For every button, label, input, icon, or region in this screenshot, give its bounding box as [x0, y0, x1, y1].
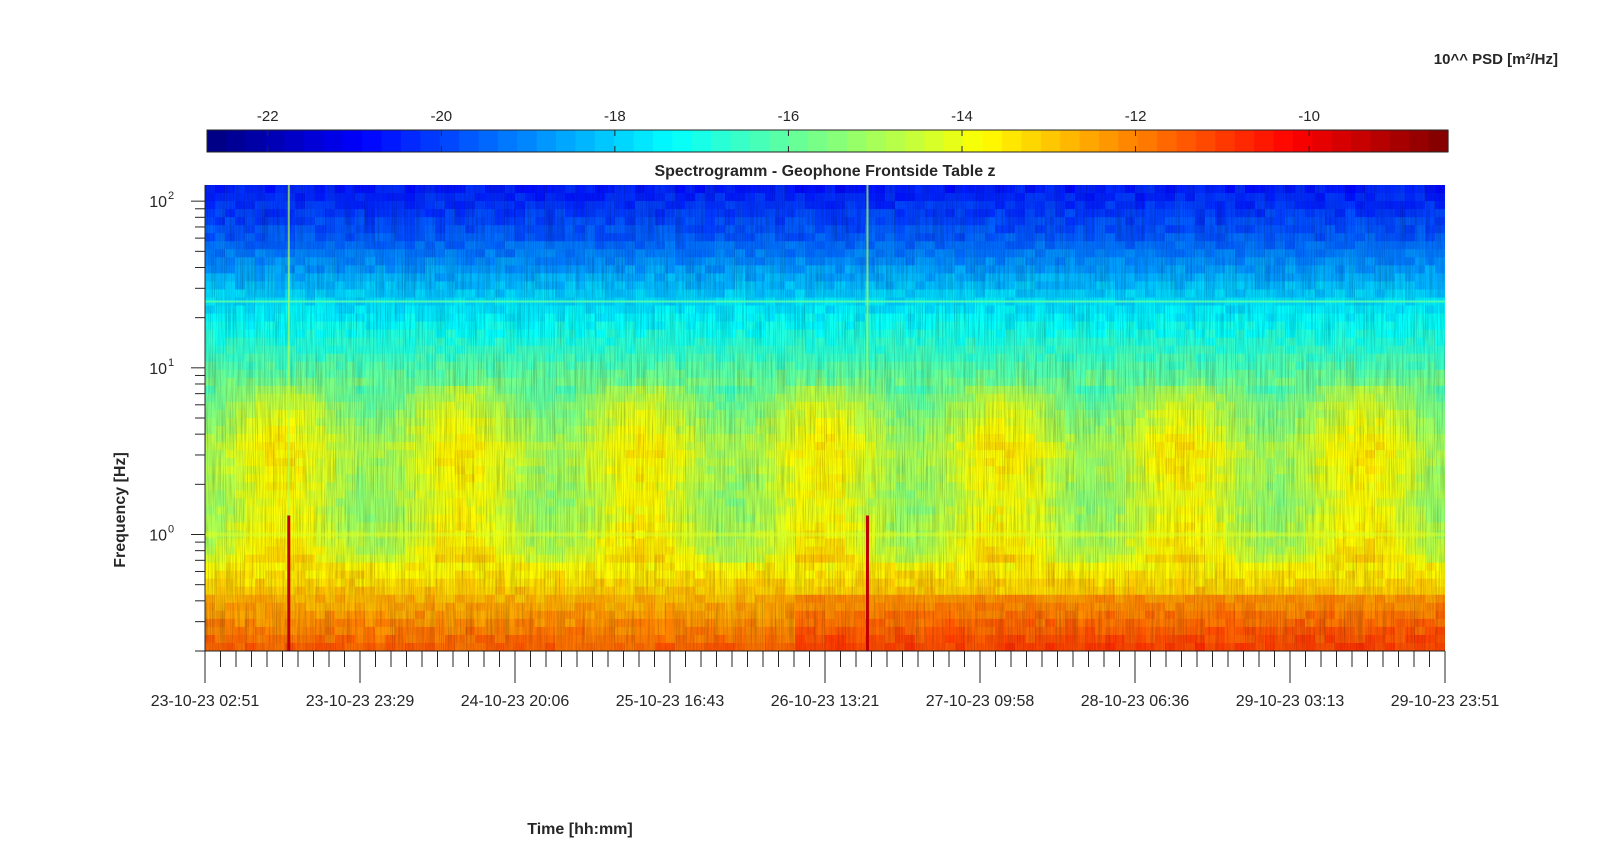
- colorbar-tick-label: -12: [1125, 108, 1147, 125]
- colorbar-cell: [1176, 130, 1197, 152]
- colorbar-cell: [556, 130, 577, 152]
- colorbar-cell: [1331, 130, 1352, 152]
- colorbar-cell: [769, 130, 790, 152]
- colorbar-cell: [1118, 130, 1139, 152]
- colorbar-cell: [788, 130, 809, 152]
- colorbar-cell: [1292, 130, 1313, 152]
- colorbar-cell: [1351, 130, 1372, 152]
- colorbar-cell: [672, 130, 693, 152]
- colorbar-cell: [245, 130, 266, 152]
- colorbar-cell: [575, 130, 596, 152]
- colorbar-cell: [1409, 130, 1430, 152]
- colorbar-cell: [1428, 130, 1449, 152]
- colorbar-cell: [342, 130, 363, 152]
- colorbar-cell: [730, 130, 751, 152]
- colorbar-cell: [1157, 130, 1178, 152]
- colorbar-cell: [924, 130, 945, 152]
- colorbar-cell: [691, 130, 712, 152]
- colorbar-tick-label: -18: [604, 108, 626, 125]
- colorbar-cell: [207, 130, 227, 152]
- colorbar-frame: [206, 129, 1449, 153]
- colorbar-cell: [594, 130, 615, 152]
- colorbar-tick-label: -20: [430, 108, 452, 125]
- chart-title: Spectrogramm - Geophone Frontside Table …: [654, 163, 995, 180]
- colorbar-cell: [1079, 130, 1100, 152]
- colorbar-cell: [982, 130, 1003, 152]
- colorbar-tick-label: -14: [951, 108, 973, 125]
- colorbar-cell: [265, 130, 286, 152]
- colorbar-cell: [905, 130, 926, 152]
- colorbar-cell: [1273, 130, 1294, 152]
- colorbar-cell: [943, 130, 964, 152]
- colorbar-cell: [517, 130, 538, 152]
- colorbar-ticks: -22 -20 -18 -16 -14 -12 -10: [257, 108, 1320, 152]
- colorbar-cell: [400, 130, 421, 152]
- colorbar-gradient: [207, 130, 1449, 152]
- colorbar-cell: [808, 130, 829, 152]
- colorbar-tick-label: -16: [778, 108, 800, 125]
- colorbar-cell: [1040, 130, 1061, 152]
- colorbar-cell: [1137, 130, 1158, 152]
- colorbar-cell: [1098, 130, 1119, 152]
- colorbar-cell: [459, 130, 480, 152]
- colorbar-cell: [866, 130, 887, 152]
- colorbar: 10^^ PSD [m²/Hz] -22 -20 -18 -16 -14 -12 -10: [206, 51, 1558, 153]
- plot-area: [205, 185, 1445, 651]
- colorbar-cell: [652, 130, 673, 152]
- colorbar-cell: [1389, 130, 1410, 152]
- colorbar-cell: [381, 130, 402, 152]
- colorbar-cell: [885, 130, 906, 152]
- colorbar-cell: [1254, 130, 1275, 152]
- colorbar-cell: [1312, 130, 1333, 152]
- colorbar-cell: [420, 130, 441, 152]
- colorbar-cell: [1002, 130, 1023, 152]
- colorbar-tick-label: -22: [257, 108, 279, 125]
- colorbar-cell: [323, 130, 344, 152]
- colorbar-cell: [711, 130, 732, 152]
- colorbar-cell: [536, 130, 557, 152]
- colorbar-cell: [1195, 130, 1216, 152]
- colorbar-cell: [226, 130, 247, 152]
- colorbar-cell: [846, 130, 867, 152]
- colorbar-cell: [1060, 130, 1081, 152]
- colorbar-cell: [439, 130, 460, 152]
- colorbar-cell: [827, 130, 848, 152]
- colorbar-cell: [497, 130, 518, 152]
- colorbar-cell: [749, 130, 770, 152]
- colorbar-cell: [1370, 130, 1391, 152]
- colorbar-cell: [1021, 130, 1042, 152]
- colorbar-title: 10^^ PSD [m²/Hz]: [1434, 51, 1558, 68]
- colorbar-cell: [614, 130, 635, 152]
- colorbar-cell: [963, 130, 984, 152]
- colorbar-tick-label: -10: [1298, 108, 1320, 125]
- colorbar-cell: [478, 130, 499, 152]
- colorbar-cell: [284, 130, 305, 152]
- colorbar-cell: [362, 130, 383, 152]
- colorbar-cell: [303, 130, 324, 152]
- colorbar-cell: [1234, 130, 1255, 152]
- colorbar-cell: [1215, 130, 1236, 152]
- colorbar-cell: [633, 130, 654, 152]
